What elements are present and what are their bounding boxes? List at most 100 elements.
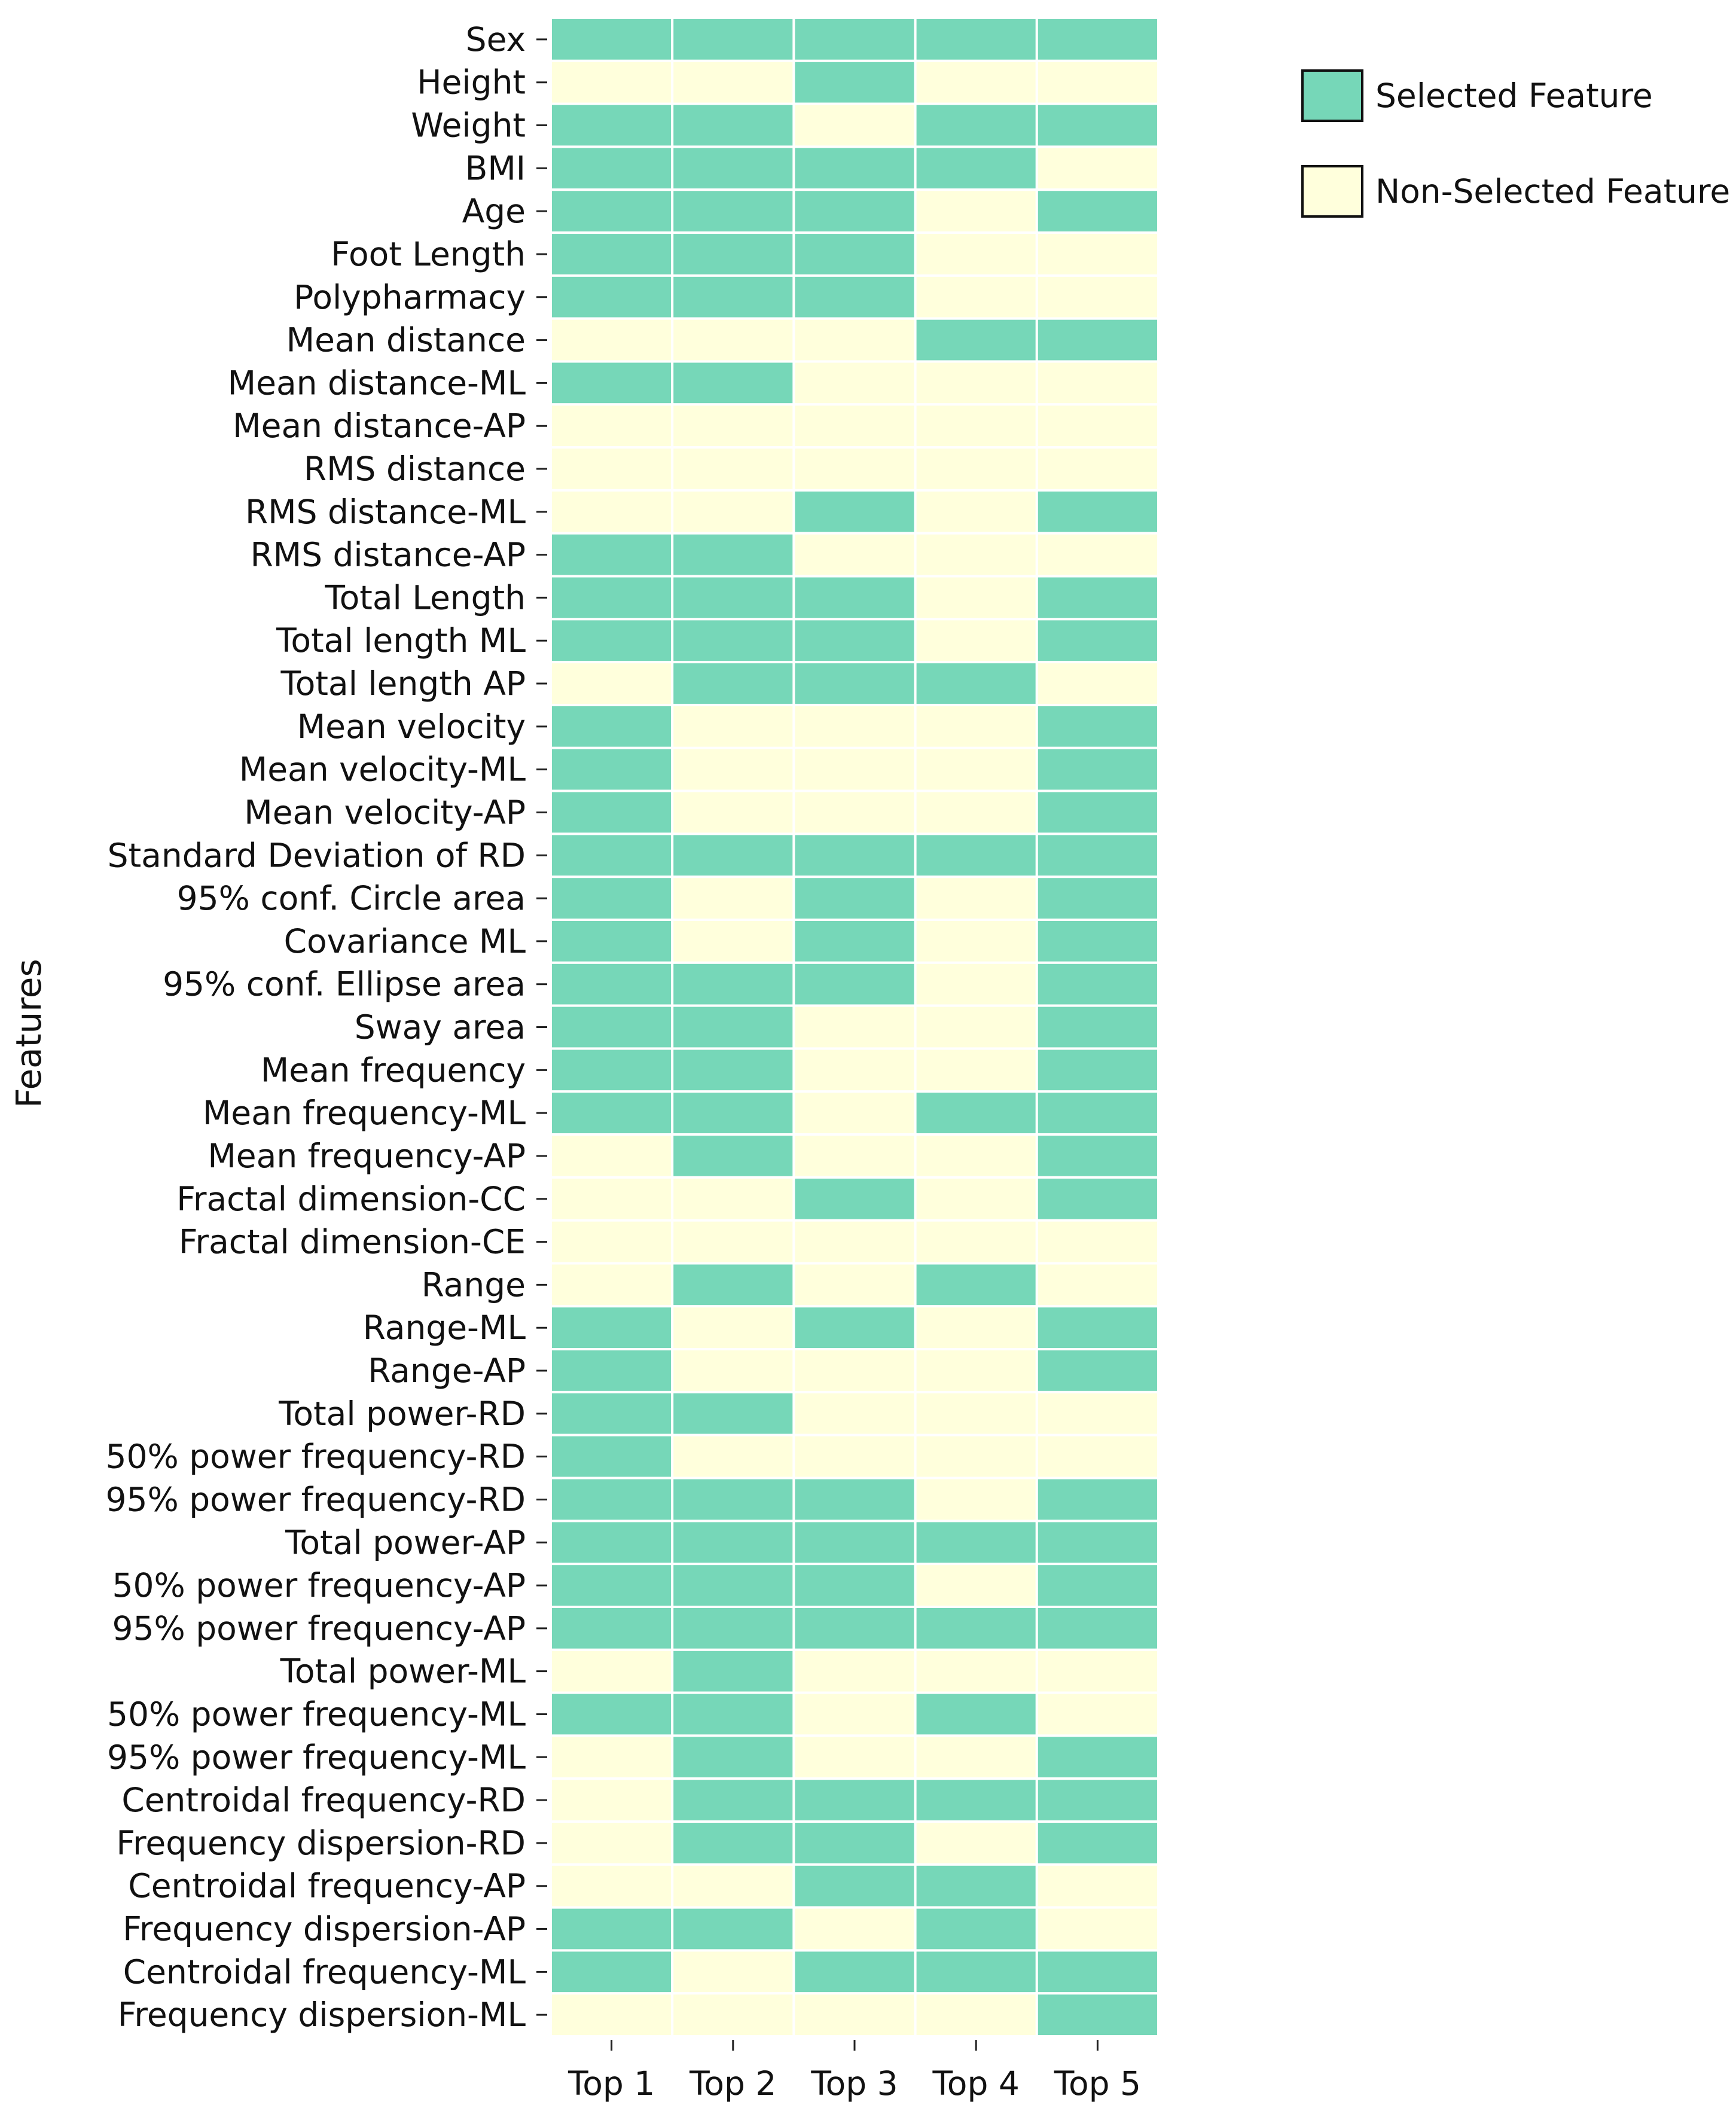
heatmap-cell bbox=[1035, 1605, 1160, 1651]
heatmap-cell bbox=[792, 1949, 917, 1995]
heatmap-cell bbox=[671, 746, 795, 792]
heatmap-cell bbox=[1035, 1219, 1160, 1265]
heatmap-cell bbox=[1035, 961, 1160, 1007]
heatmap-cell bbox=[914, 532, 1038, 578]
heatmap-cell bbox=[1035, 1047, 1160, 1093]
heatmap-cell bbox=[550, 489, 674, 535]
heatmap-cell bbox=[1035, 746, 1160, 792]
y-tick-label: Total length ML bbox=[276, 621, 526, 660]
heatmap-cell bbox=[792, 1219, 917, 1265]
heatmap-cell bbox=[914, 789, 1038, 835]
heatmap-cell bbox=[671, 961, 795, 1007]
heatmap-cell bbox=[550, 661, 674, 706]
heatmap-cell bbox=[671, 532, 795, 578]
heatmap-cell bbox=[671, 1734, 795, 1780]
heatmap-cell bbox=[671, 231, 795, 277]
heatmap-cell bbox=[671, 360, 795, 406]
heatmap-cell bbox=[792, 1605, 917, 1651]
heatmap-cell bbox=[914, 1090, 1038, 1136]
heatmap-cell bbox=[914, 1863, 1038, 1909]
heatmap-cell bbox=[792, 703, 917, 749]
legend-label: Selected Feature bbox=[1375, 77, 1653, 115]
y-tick-label: 95% conf. Ellipse area bbox=[163, 965, 526, 1003]
heatmap-cell bbox=[671, 102, 795, 148]
heatmap-cell bbox=[550, 1047, 674, 1093]
y-tick-label: BMI bbox=[465, 149, 526, 187]
heatmap-cell bbox=[550, 1176, 674, 1222]
heatmap-cell bbox=[792, 1262, 917, 1308]
heatmap-cell bbox=[792, 1433, 917, 1480]
heatmap-cell bbox=[671, 1047, 795, 1093]
y-tick-label: Frequency dispersion-AP bbox=[123, 1910, 526, 1948]
heatmap-cell bbox=[792, 1906, 917, 1952]
heatmap-cell bbox=[792, 1734, 917, 1780]
x-tick-label: Top 3 bbox=[810, 2064, 898, 2103]
heatmap-cell bbox=[1035, 489, 1160, 535]
y-tick-label: Mean velocity-AP bbox=[244, 793, 526, 831]
y-tick-label: RMS distance-AP bbox=[250, 536, 526, 574]
heatmap-cell bbox=[550, 1605, 674, 1651]
heatmap-cell bbox=[792, 317, 917, 363]
heatmap-cell bbox=[914, 1777, 1038, 1823]
legend-swatch bbox=[1301, 69, 1363, 122]
heatmap-cell bbox=[550, 919, 674, 964]
heatmap-cell bbox=[792, 789, 917, 835]
heatmap-cell bbox=[550, 1992, 674, 2038]
y-tick-label: Range bbox=[422, 1265, 526, 1304]
heatmap-cell bbox=[550, 1090, 674, 1136]
heatmap-cell bbox=[914, 1133, 1038, 1179]
heatmap-cell bbox=[1035, 403, 1160, 449]
heatmap-cell bbox=[1035, 317, 1160, 363]
heatmap-cell bbox=[671, 1176, 795, 1222]
heatmap-cell bbox=[792, 1820, 917, 1866]
heatmap-cell bbox=[671, 1648, 795, 1694]
heatmap-cell bbox=[550, 59, 674, 105]
heatmap-cell bbox=[792, 188, 917, 234]
y-tick-label: 95% power frequency-AP bbox=[112, 1609, 526, 1648]
heatmap-cell bbox=[792, 1691, 917, 1737]
heatmap-cell bbox=[792, 575, 917, 621]
heatmap-cell bbox=[671, 1477, 795, 1523]
y-tick-label: Foot Length bbox=[331, 235, 526, 273]
heatmap-cell bbox=[550, 618, 674, 664]
heatmap-cell bbox=[914, 403, 1038, 449]
heatmap-cell bbox=[1035, 1090, 1160, 1136]
heatmap-cell bbox=[914, 1348, 1038, 1393]
heatmap-cell bbox=[792, 1348, 917, 1393]
heatmap-cell bbox=[671, 1906, 795, 1952]
heatmap-cell bbox=[550, 961, 674, 1007]
heatmap-cell bbox=[550, 1262, 674, 1308]
heatmap-cells bbox=[550, 17, 1160, 2038]
heatmap-cell bbox=[792, 1004, 917, 1050]
heatmap-cell bbox=[914, 876, 1038, 922]
heatmap-cell bbox=[914, 1262, 1038, 1308]
heatmap-cell bbox=[914, 703, 1038, 749]
heatmap-cell bbox=[792, 661, 917, 706]
heatmap-cell bbox=[792, 876, 917, 922]
heatmap-cell bbox=[550, 1219, 674, 1265]
heatmap-cell bbox=[914, 575, 1038, 621]
heatmap-cell bbox=[1035, 360, 1160, 406]
heatmap-cell bbox=[792, 17, 917, 62]
heatmap-cell bbox=[550, 231, 674, 277]
heatmap-cell bbox=[792, 1133, 917, 1179]
y-tick-label: Mean velocity bbox=[297, 707, 526, 746]
y-tick-label: Mean frequency bbox=[261, 1051, 526, 1089]
y-tick-label: 50% power frequency-RD bbox=[105, 1438, 526, 1476]
heatmap-cell bbox=[914, 1433, 1038, 1480]
heatmap-cell bbox=[1035, 274, 1160, 320]
heatmap-cell bbox=[671, 1219, 795, 1265]
y-tick-label: Range-AP bbox=[368, 1352, 526, 1390]
heatmap-cell bbox=[914, 1992, 1038, 2038]
heatmap-cell bbox=[792, 919, 917, 964]
heatmap-cell bbox=[671, 274, 795, 320]
y-tick-label: Standard Deviation of RD bbox=[108, 836, 526, 874]
heatmap-cell bbox=[914, 1691, 1038, 1737]
heatmap-cell bbox=[671, 59, 795, 105]
heatmap-cell bbox=[550, 1734, 674, 1780]
heatmap-cell bbox=[914, 489, 1038, 535]
heatmap-cell bbox=[792, 746, 917, 792]
heatmap-cell bbox=[914, 360, 1038, 406]
heatmap-cell bbox=[914, 1605, 1038, 1651]
